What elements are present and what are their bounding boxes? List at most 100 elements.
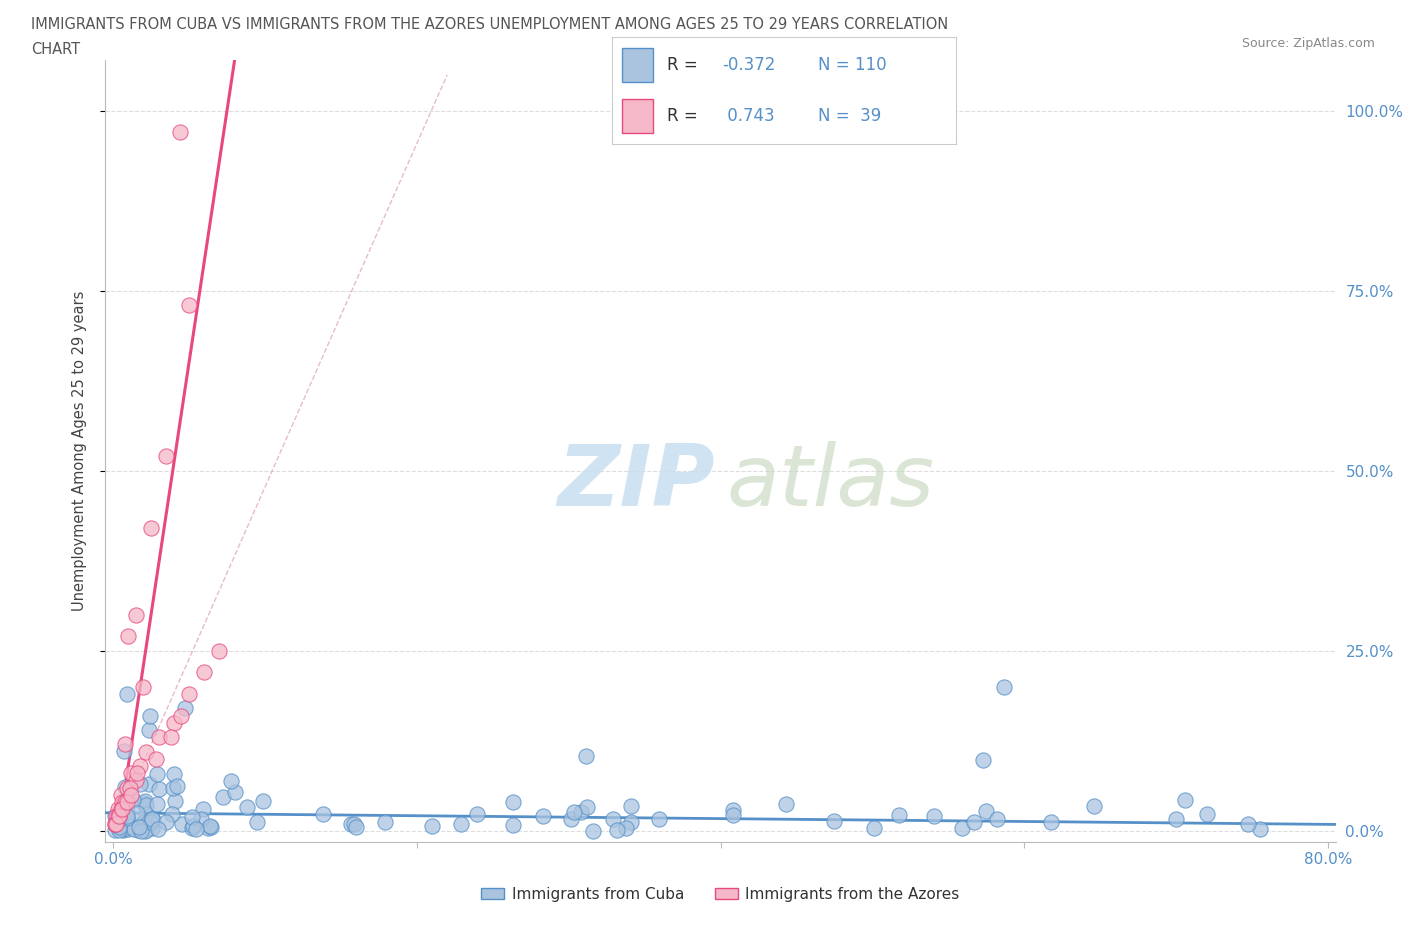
Bar [621, 48, 652, 82]
Point [118, 780, 141, 795]
Point [125, 773, 148, 788]
Text: N = 110: N = 110 [818, 56, 887, 74]
Point [560, 812, 582, 827]
Point [191, 802, 214, 817]
Point [115, 804, 138, 819]
Point [148, 781, 170, 796]
Point [721, 807, 744, 822]
Point [108, 819, 131, 834]
Point [127, 765, 149, 780]
Point [986, 812, 1008, 827]
Point [117, 821, 139, 836]
Point [138, 723, 160, 737]
Point [141, 812, 163, 827]
Point [343, 817, 366, 831]
Point [108, 822, 131, 837]
Point [648, 812, 671, 827]
Text: ZIP: ZIP [557, 441, 714, 524]
Point [105, 817, 128, 831]
Point [575, 800, 598, 815]
Point [117, 629, 139, 644]
Point [252, 793, 274, 808]
Point [131, 817, 153, 831]
Point [132, 680, 155, 695]
Point [311, 806, 333, 821]
Text: -0.372: -0.372 [721, 56, 775, 74]
Point [142, 812, 165, 827]
Point [465, 806, 488, 821]
Point [108, 809, 131, 824]
Point [103, 817, 125, 831]
Point [128, 819, 150, 834]
Point [141, 821, 163, 836]
Point [145, 751, 167, 766]
Point [111, 794, 134, 809]
Point [135, 798, 157, 813]
Point [972, 752, 994, 767]
Point [1249, 822, 1271, 837]
Point [107, 816, 129, 830]
Point [120, 788, 142, 803]
Point [103, 817, 125, 831]
Point [146, 821, 169, 836]
Point [1164, 812, 1187, 827]
Point [620, 815, 643, 830]
Point [112, 794, 135, 809]
Point [155, 814, 177, 829]
Point [155, 449, 177, 464]
Point [219, 773, 242, 788]
Point [169, 125, 191, 140]
Point [190, 812, 212, 827]
Text: R =: R = [666, 56, 697, 74]
Point [180, 820, 202, 835]
Point [614, 820, 637, 835]
Point [139, 709, 162, 724]
Point [163, 766, 186, 781]
Point [1195, 806, 1218, 821]
Point [148, 730, 170, 745]
Point [1039, 815, 1062, 830]
Point [138, 777, 160, 791]
Point [344, 819, 367, 834]
Point [114, 780, 136, 795]
Point [112, 822, 135, 837]
Point [1237, 817, 1260, 831]
Point [162, 780, 184, 795]
Point [963, 815, 986, 830]
Point [145, 767, 167, 782]
Point [103, 808, 125, 823]
Point [775, 797, 797, 812]
Point [115, 808, 138, 823]
Text: N =  39: N = 39 [818, 107, 882, 126]
Point [340, 817, 363, 831]
Point [128, 777, 150, 791]
Bar [621, 100, 652, 134]
Point [121, 792, 143, 807]
Point [163, 715, 186, 730]
Point [186, 821, 208, 836]
Point [104, 822, 127, 837]
Point [131, 823, 153, 838]
Point [180, 810, 202, 825]
Point [122, 821, 145, 836]
Point [134, 823, 156, 838]
Point [117, 819, 139, 834]
Point [562, 805, 585, 820]
Point [117, 686, 139, 701]
Point [129, 759, 152, 774]
Point [145, 797, 167, 812]
Point [502, 817, 524, 832]
Point [181, 818, 204, 833]
Point [108, 811, 131, 826]
Point [127, 806, 149, 821]
Point [132, 795, 155, 810]
Point [450, 817, 472, 831]
Point [107, 809, 129, 824]
Point [114, 737, 136, 751]
Y-axis label: Unemployment Among Ages 25 to 29 years: Unemployment Among Ages 25 to 29 years [72, 291, 87, 611]
Point [115, 810, 138, 825]
Point [162, 806, 184, 821]
Point [198, 818, 221, 833]
Point [112, 821, 135, 836]
Point [569, 804, 592, 819]
